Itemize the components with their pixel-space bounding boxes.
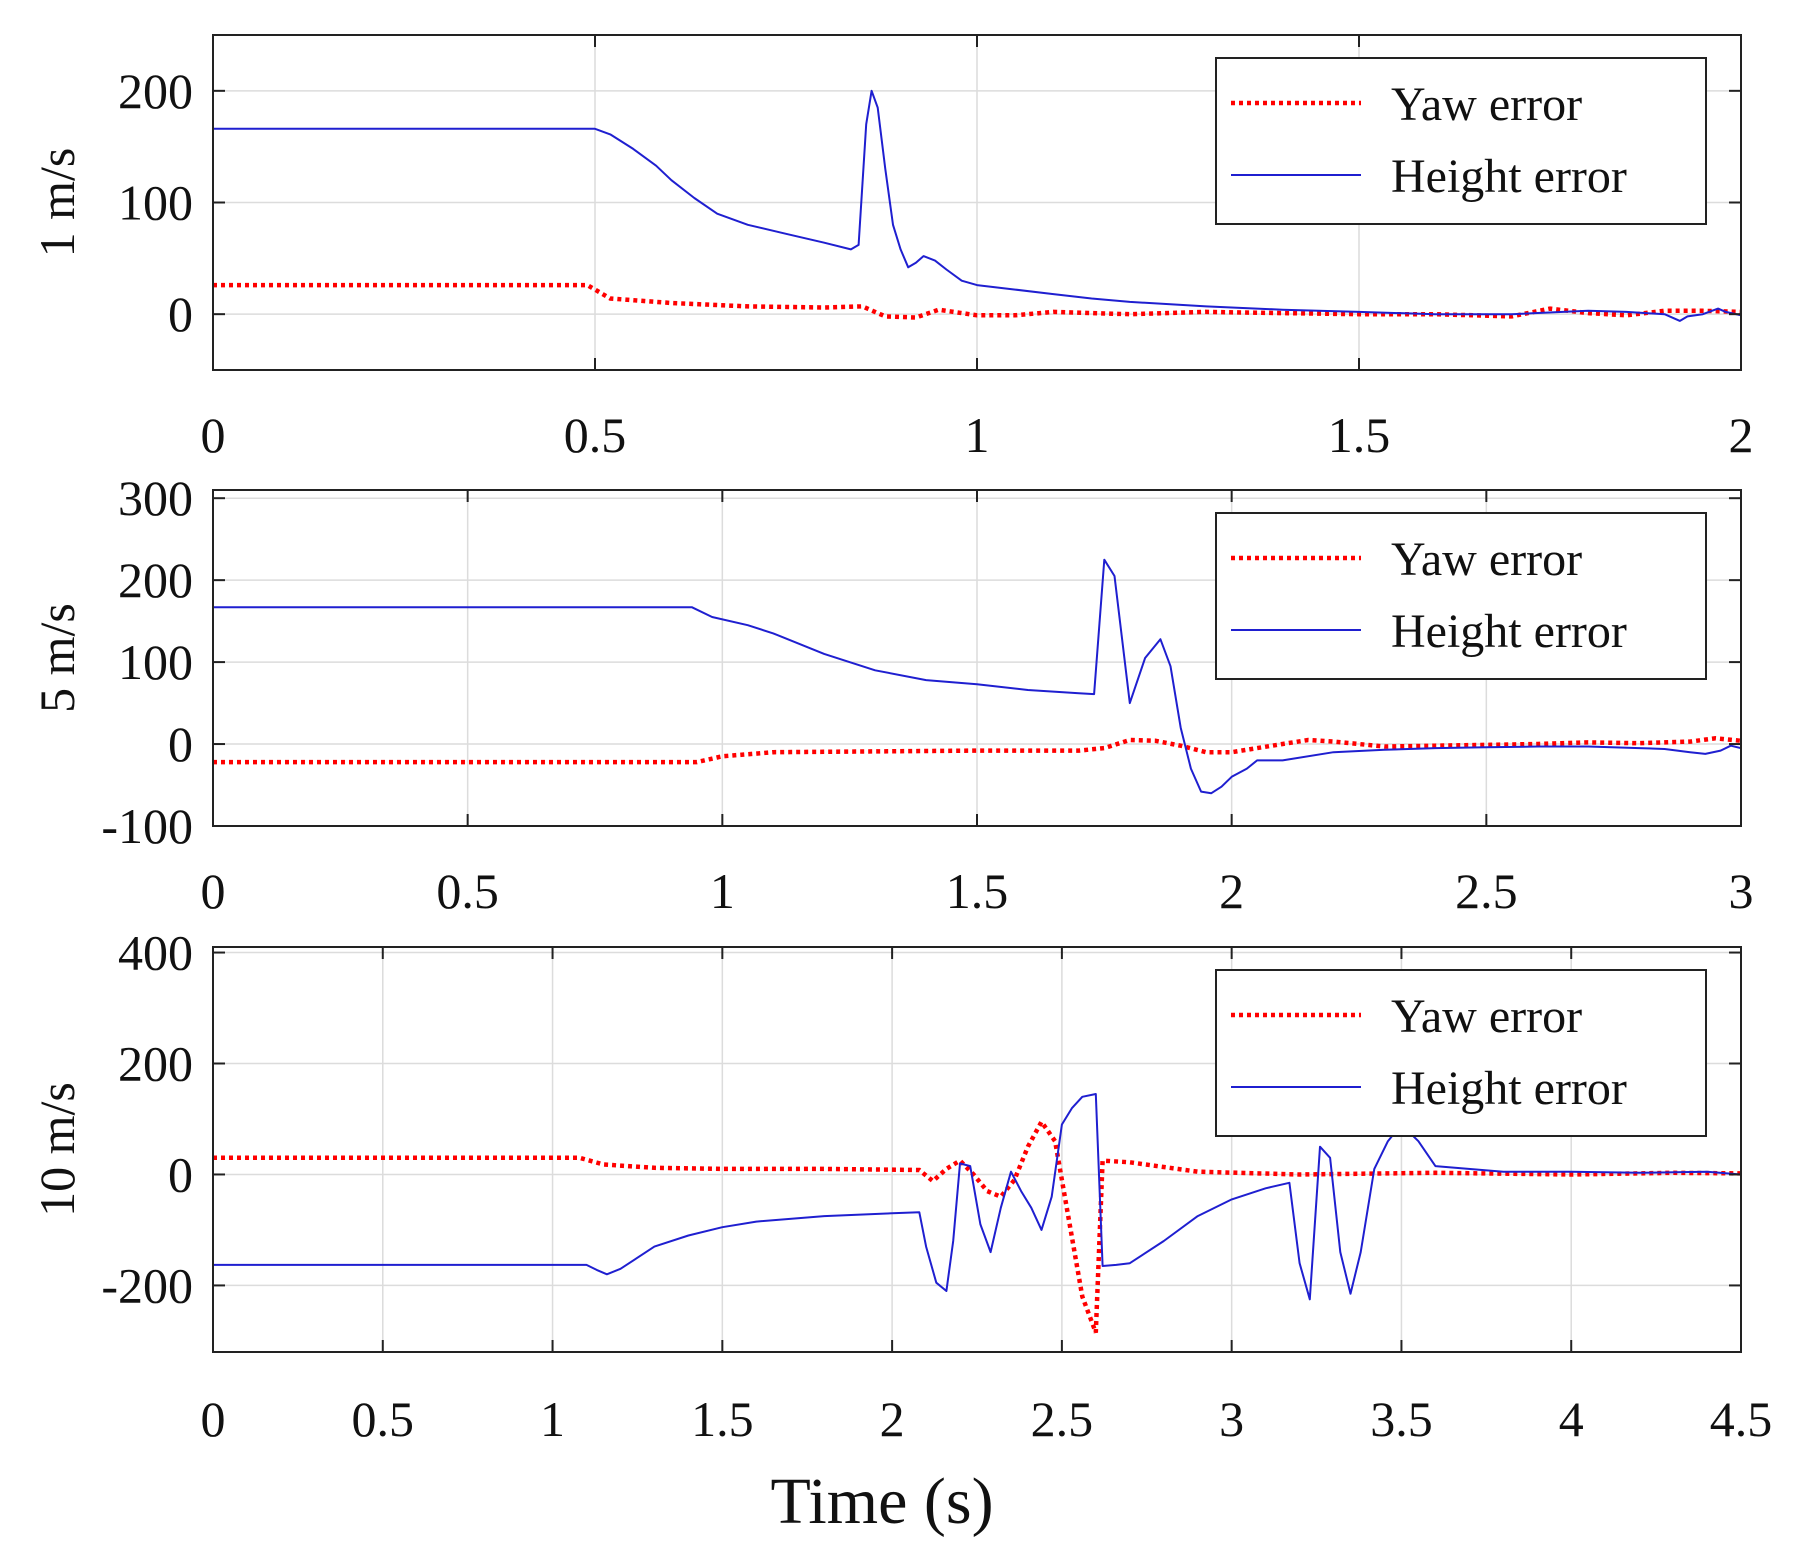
plot-frame-10ms [212,946,1742,1353]
x-axis-title: Time (s) [770,1465,993,1538]
x-tick-label: 3 [1729,863,1754,919]
x-tick-label: 0 [201,1391,226,1447]
legend-label-yaw: Yaw error [1391,990,1582,1043]
y-tick-label: 200 [118,1036,193,1092]
series-group-5ms [213,558,1741,795]
x-tick-label: 1 [710,863,735,919]
series-yaw-error [213,1117,1741,1334]
y-tick-label: 200 [118,63,193,119]
ticks-10ms: 0 0.5 1 1.5 2 2.5 3 3.5 4 4.5 -200 0 200 400 [101,925,1772,1447]
y-tick-label: -100 [101,798,193,854]
x-tick-label: 2 [1219,863,1244,919]
legend-box [1215,969,1707,1137]
y-axis-label-5ms: 5 m/s [29,603,85,713]
y-tick-label: 100 [118,634,193,690]
series-group-1ms [213,89,1741,322]
x-tick-label: 2 [1729,407,1754,463]
legend-label-height: Height error [1391,150,1627,203]
legend-5ms: Yaw error Height error [1215,512,1707,680]
y-tick-label: 0 [168,1146,193,1202]
x-tick-label: 3 [1219,1391,1244,1447]
legend-box [1215,512,1707,680]
legend-label-height: Height error [1391,605,1627,658]
y-tick-label: 0 [168,286,193,342]
x-tick-label: 1 [540,1391,565,1447]
x-tick-label: 0 [201,407,226,463]
x-tick-label: 1 [965,407,990,463]
x-tick-label: 1.5 [946,863,1009,919]
x-tick-label: 0.5 [564,407,627,463]
x-tick-label: 1.5 [691,1391,754,1447]
legend-box [1215,57,1707,225]
x-tick-label: 4.5 [1710,1391,1773,1447]
y-tick-label: 400 [118,925,193,981]
x-tick-label: 2 [880,1391,905,1447]
y-axis-label-1ms: 1 m/s [29,148,85,258]
ticks-1ms: 0 0.5 1 1.5 2 0 100 200 [118,35,1754,463]
x-tick-label: 0 [201,863,226,919]
legend-label-yaw: Yaw error [1391,78,1582,131]
series-height-error [213,1093,1741,1301]
x-tick-label: 3.5 [1370,1391,1433,1447]
series-yaw-error [213,736,1741,765]
y-tick-label: 300 [118,470,193,526]
x-tick-label: 2.5 [1031,1391,1094,1447]
panel-10ms: 0 0.5 1 1.5 2 2.5 3 3.5 4 4.5 -200 0 200 400 10 m/s Y… [29,925,1772,1447]
y-axis-label-10ms: 10 m/s [29,1082,85,1217]
legend-label-height: Height error [1391,1062,1627,1115]
x-tick-label: 0.5 [352,1391,415,1447]
series-group-10ms [213,1093,1741,1334]
x-tick-label: 4 [1559,1391,1584,1447]
x-tick-label: 2.5 [1455,863,1518,919]
legend-label-yaw: Yaw error [1391,533,1582,586]
legend-10ms: Yaw error Height error [1215,969,1707,1137]
x-tick-label: 1.5 [1328,407,1391,463]
series-height-error [213,89,1741,322]
y-tick-label: 200 [118,552,193,608]
y-tick-label: 0 [168,716,193,772]
legend-1ms: Yaw error Height error [1215,57,1707,225]
x-tick-label: 0.5 [436,863,499,919]
y-tick-label: 100 [118,175,193,231]
y-tick-label: -200 [101,1257,193,1313]
series-height-error [213,558,1741,795]
panel-1ms: 0 0.5 1 1.5 2 0 100 200 1 m/s Yaw error Height … [29,34,1754,463]
